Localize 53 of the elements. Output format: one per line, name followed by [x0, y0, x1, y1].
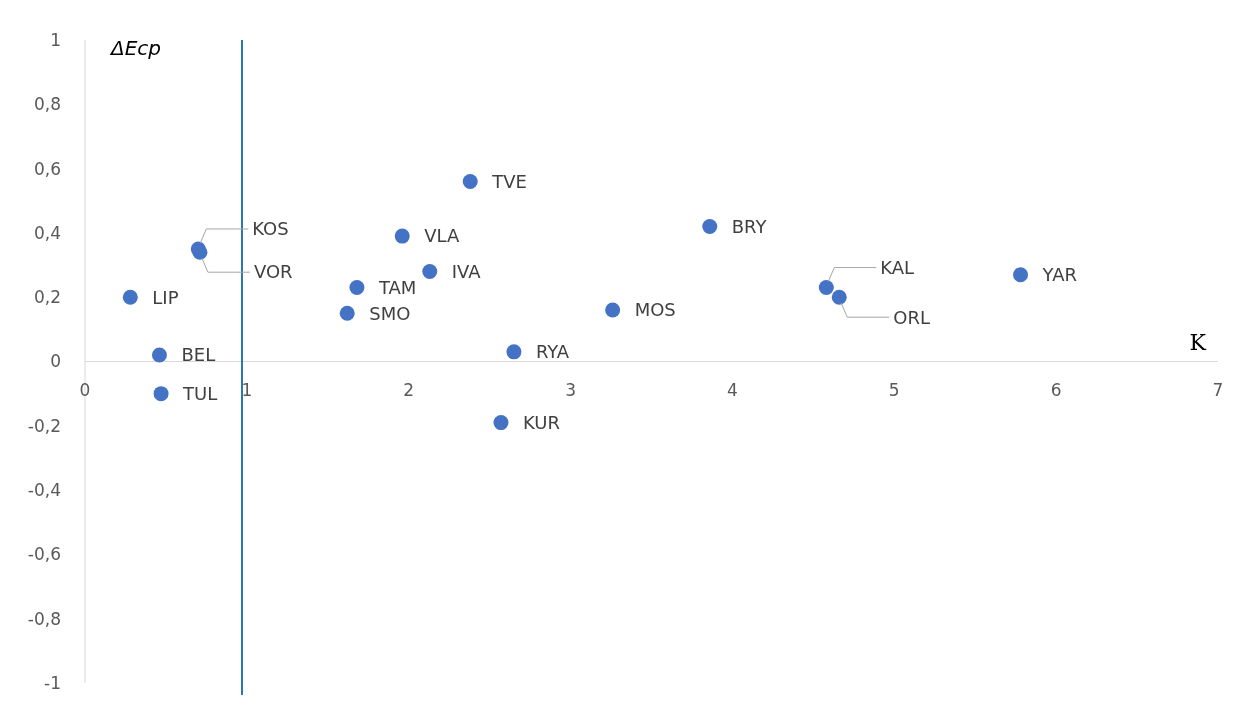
y-tick-label: 0,4 — [33, 222, 61, 243]
y-tick-label: 0,8 — [33, 94, 61, 115]
annotation: KUR — [522, 411, 560, 433]
annotation: VLA — [424, 225, 460, 247]
y-tick-label: -0,6 — [27, 544, 61, 565]
point — [151, 347, 167, 363]
annotation: YAR — [1041, 263, 1077, 285]
point — [349, 280, 365, 296]
point — [1013, 267, 1029, 283]
point — [702, 218, 718, 234]
x-tick-label: 6 — [1050, 379, 1062, 400]
y-tick-label: 0,2 — [33, 287, 61, 308]
annotation: BEL — [181, 344, 216, 366]
annotation: RYA — [535, 341, 570, 363]
y-tick-label: 0,6 — [33, 158, 61, 179]
point — [462, 173, 478, 189]
annotation: MOS — [634, 299, 676, 321]
point — [493, 415, 509, 431]
x-tick-label: 0 — [79, 379, 91, 400]
annotation: SMO — [369, 302, 411, 324]
annotation: TAM — [377, 276, 417, 298]
y-tick-label: -0,8 — [27, 608, 61, 629]
x-tick-label: 5 — [888, 379, 900, 400]
point — [394, 228, 410, 244]
x-tick-label: 3 — [565, 379, 576, 400]
y-tick-label: -0,2 — [27, 415, 61, 436]
annotation: KAL — [880, 256, 915, 278]
y-tick-label: -1 — [44, 672, 61, 693]
annotation: IVA — [451, 260, 482, 282]
point — [506, 344, 522, 360]
annotation: TVE — [491, 170, 527, 192]
annotation: VOR — [253, 261, 293, 283]
x-tick-label: 7 — [1212, 379, 1224, 400]
x-tick-label: 2 — [403, 379, 415, 400]
y-axis-title: ΔEср — [109, 36, 162, 60]
point — [831, 289, 847, 305]
y-tick-label: 0 — [50, 351, 61, 372]
annotation: ORL — [893, 306, 930, 328]
annotation: LIP — [152, 286, 179, 308]
x-axis-title: K — [1189, 329, 1207, 355]
annotation: BRY — [731, 215, 768, 237]
point — [122, 289, 138, 305]
x-tick-label: 1 — [241, 379, 253, 400]
annotation: KOS — [252, 218, 289, 240]
x-tick-label: 4 — [727, 379, 738, 400]
point — [605, 302, 621, 318]
point — [339, 305, 355, 321]
point — [818, 280, 834, 296]
y-tick-label: 1 — [50, 29, 61, 50]
point — [153, 386, 169, 402]
annotation: TUL — [182, 382, 218, 404]
point — [422, 263, 438, 279]
y-tick-label: -0,4 — [27, 480, 61, 501]
